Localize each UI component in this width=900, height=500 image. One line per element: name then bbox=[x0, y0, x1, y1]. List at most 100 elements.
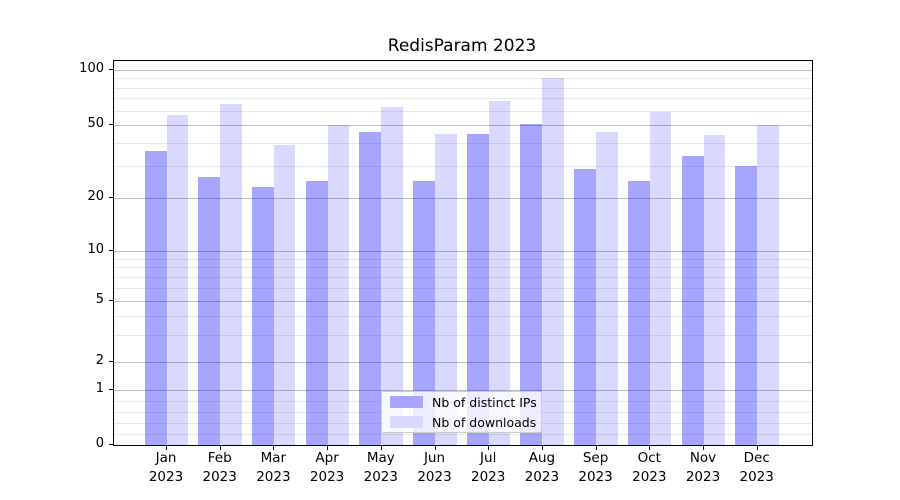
bar-distinct-ips bbox=[735, 165, 758, 445]
bar-distinct-ips bbox=[144, 151, 167, 445]
x-tick-mark bbox=[595, 445, 597, 450]
x-tick-label-month: Feb bbox=[207, 450, 232, 466]
x-tick-label-month: Jun bbox=[423, 450, 446, 466]
y-tick-label: 1 bbox=[95, 381, 104, 397]
x-tick-label: Mar 2023 bbox=[238, 449, 308, 487]
x-tick-label-year: 2023 bbox=[524, 469, 560, 485]
x-tick-mark bbox=[756, 445, 758, 450]
bar-distinct-ips bbox=[627, 180, 650, 445]
y-gridline-minor bbox=[114, 143, 812, 144]
x-tick-label-year: 2023 bbox=[417, 469, 452, 485]
x-tick-label-year: 2023 bbox=[363, 469, 398, 485]
y-tick-mark bbox=[109, 197, 114, 199]
bar-downloads bbox=[220, 104, 242, 445]
x-tick-label-month: Dec bbox=[743, 450, 770, 466]
x-tick-mark bbox=[434, 445, 436, 450]
x-tick-label-month: Nov bbox=[689, 450, 717, 466]
x-tick-mark bbox=[219, 445, 221, 450]
x-tick-label-month: Oct bbox=[637, 450, 661, 466]
bar-downloads bbox=[273, 145, 296, 445]
y-gridline-minor bbox=[114, 87, 812, 89]
bar-distinct-ips bbox=[413, 180, 435, 445]
y-tick-mark bbox=[109, 250, 114, 252]
bar-downloads bbox=[166, 114, 188, 445]
y-tick-label: 2 bbox=[95, 353, 104, 369]
x-tick-label: Nov 2023 bbox=[668, 449, 738, 487]
x-tick-mark bbox=[541, 445, 543, 450]
y-tick-mark bbox=[109, 444, 114, 445]
y-gridline-major bbox=[114, 390, 812, 392]
y-gridline-minor bbox=[114, 258, 812, 260]
x-tick-label: Jul 2023 bbox=[453, 449, 523, 487]
x-tick-label: Oct 2023 bbox=[614, 449, 684, 487]
y-gridline-major bbox=[114, 301, 812, 303]
y-gridline-minor bbox=[114, 78, 812, 80]
x-tick-label: Jan 2023 bbox=[131, 449, 201, 487]
legend-swatch bbox=[390, 416, 423, 428]
chart-title: RedisParam 2023 bbox=[387, 36, 537, 56]
y-gridline-minor bbox=[114, 335, 812, 337]
x-tick-mark bbox=[166, 445, 167, 450]
y-gridline-minor bbox=[114, 165, 812, 167]
bar-downloads bbox=[649, 112, 672, 445]
y-tick-mark bbox=[109, 300, 114, 302]
bar-downloads bbox=[596, 131, 618, 445]
bar-downloads bbox=[703, 135, 725, 445]
x-tick-label-year: 2023 bbox=[148, 469, 184, 485]
bar-distinct-ips bbox=[305, 180, 328, 445]
y-tick-mark bbox=[109, 69, 114, 70]
y-tick-mark bbox=[109, 389, 114, 391]
y-gridline-minor bbox=[114, 288, 812, 290]
x-tick-label: Aug 2023 bbox=[507, 449, 577, 487]
bar-distinct-ips bbox=[198, 177, 221, 445]
legend: Nb of distinct IPs Nb of downloads bbox=[381, 391, 542, 433]
x-tick-label: Sep 2023 bbox=[561, 449, 631, 487]
bar-downloads bbox=[488, 100, 511, 445]
bar-downloads bbox=[542, 78, 564, 445]
bar-distinct-ips bbox=[466, 133, 489, 445]
x-tick-label: May 2023 bbox=[346, 449, 416, 487]
bar-downloads bbox=[327, 125, 350, 445]
x-tick-label-month: Apr bbox=[315, 450, 339, 466]
y-gridline-minor bbox=[114, 276, 812, 278]
x-tick-label-month: Jan bbox=[155, 450, 177, 466]
x-tick-label-year: 2023 bbox=[632, 469, 667, 485]
y-tick-mark bbox=[109, 361, 114, 363]
y-tick-label: 0 bbox=[95, 436, 104, 451]
legend-row: Nb of downloads bbox=[390, 414, 537, 430]
y-tick-label: 5 bbox=[95, 292, 104, 308]
legend-swatch bbox=[390, 396, 423, 408]
bar-distinct-ips bbox=[574, 168, 597, 445]
legend-label: Nb of downloads bbox=[432, 414, 537, 430]
y-tick-label: 50 bbox=[87, 116, 104, 132]
x-tick-label-year: 2023 bbox=[202, 469, 237, 485]
y-gridline-major bbox=[114, 198, 812, 200]
legend-row: Nb of distinct IPs bbox=[390, 395, 537, 410]
x-tick-mark bbox=[488, 445, 490, 450]
x-tick-label: Jun 2023 bbox=[400, 449, 470, 487]
bar-distinct-ips bbox=[520, 123, 543, 445]
x-tick-label-year: 2023 bbox=[578, 469, 613, 485]
x-tick-label-month: Sep bbox=[582, 450, 609, 466]
x-tick-label: Dec 2023 bbox=[722, 449, 792, 487]
x-tick-mark bbox=[327, 445, 329, 450]
bar-distinct-ips bbox=[359, 131, 382, 445]
x-tick-mark bbox=[649, 445, 651, 450]
y-gridline-minor bbox=[114, 110, 812, 112]
x-tick-label: Feb 2023 bbox=[185, 449, 255, 487]
x-tick-label-year: 2023 bbox=[685, 469, 721, 485]
x-tick-label-month: Mar bbox=[260, 450, 287, 466]
y-gridline-minor bbox=[114, 98, 812, 100]
x-tick-label: Apr 2023 bbox=[292, 449, 362, 487]
x-tick-label-month: Aug bbox=[528, 450, 556, 466]
y-gridline-major bbox=[114, 125, 812, 127]
bar-downloads bbox=[381, 106, 403, 445]
plot-area: Nb of distinct IPs Nb of downloads bbox=[113, 60, 813, 446]
x-tick-mark bbox=[273, 445, 275, 450]
x-tick-mark bbox=[380, 445, 382, 450]
y-tick-label: 20 bbox=[87, 189, 104, 205]
y-gridline-minor bbox=[114, 316, 812, 317]
y-gridline-major bbox=[114, 362, 812, 364]
y-gridline-minor bbox=[114, 267, 812, 269]
